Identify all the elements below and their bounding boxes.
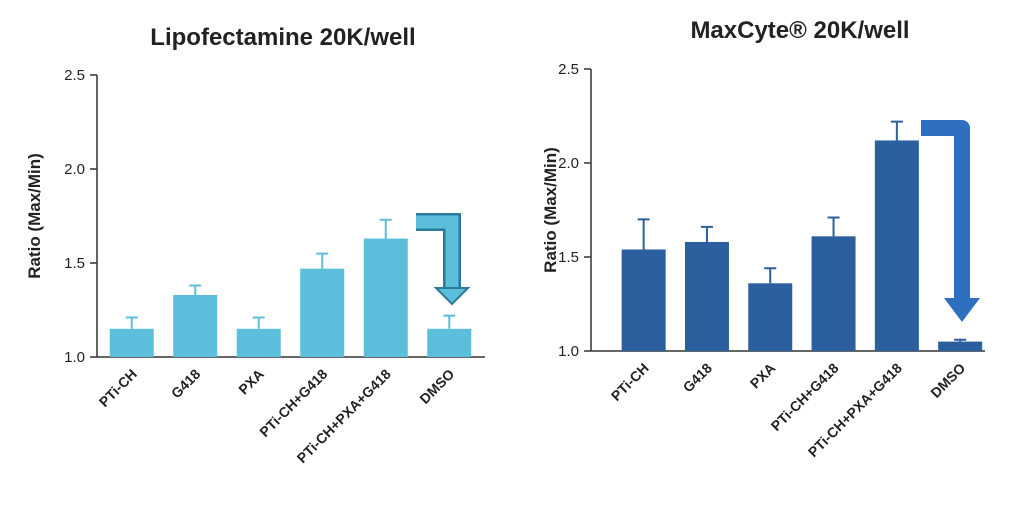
bar	[748, 283, 793, 351]
y-axis-label: Ratio (Max/Min)	[541, 147, 560, 273]
chart-title: Lipofectamine 20K/well	[150, 24, 415, 51]
bar	[938, 341, 983, 351]
y-tick-label: 2.5	[64, 67, 85, 84]
y-tick-label: 1.5	[64, 255, 85, 272]
bar	[300, 268, 345, 357]
error-bar	[890, 120, 903, 141]
bar	[109, 328, 154, 357]
bar	[621, 249, 666, 351]
error-bar	[443, 314, 456, 329]
x-tick-label: G418	[168, 366, 204, 402]
error-bar	[637, 218, 650, 250]
arrow	[416, 213, 471, 306]
error-bar	[379, 218, 392, 239]
error-bar	[827, 216, 840, 237]
x-tick-label: DMSO	[416, 366, 457, 407]
y-tick-label: 2.5	[558, 61, 579, 78]
error-bar	[189, 284, 202, 295]
bar	[427, 328, 472, 357]
bar	[363, 238, 408, 357]
bar	[684, 241, 729, 351]
y-tick-label: 1.5	[558, 249, 579, 266]
bar	[236, 328, 281, 357]
y-tick-label: 1.0	[558, 343, 579, 360]
chart-title: MaxCyte® 20K/well	[690, 17, 909, 44]
x-tick-label: PTi-CH	[96, 366, 140, 410]
bar	[874, 140, 919, 351]
y-tick-label: 1.0	[64, 349, 85, 366]
y-axis-label: Ratio (Max/Min)	[25, 153, 44, 279]
x-tick-label: PXA	[235, 366, 267, 398]
arrow	[921, 120, 980, 322]
x-tick-label: DMSO	[927, 360, 968, 401]
error-bar	[252, 316, 265, 329]
x-tick-label: G418	[680, 360, 716, 396]
error-bar	[764, 267, 777, 284]
error-bar	[954, 338, 967, 342]
bar	[811, 236, 856, 351]
error-bar	[700, 225, 713, 242]
bar	[173, 294, 218, 357]
y-tick-label: 2.0	[64, 161, 85, 178]
error-bar	[316, 252, 329, 269]
x-tick-label: PXA	[747, 360, 779, 392]
x-tick-label: PTi-CH	[608, 360, 652, 404]
error-bar	[125, 316, 138, 329]
y-tick-label: 2.0	[558, 155, 579, 172]
